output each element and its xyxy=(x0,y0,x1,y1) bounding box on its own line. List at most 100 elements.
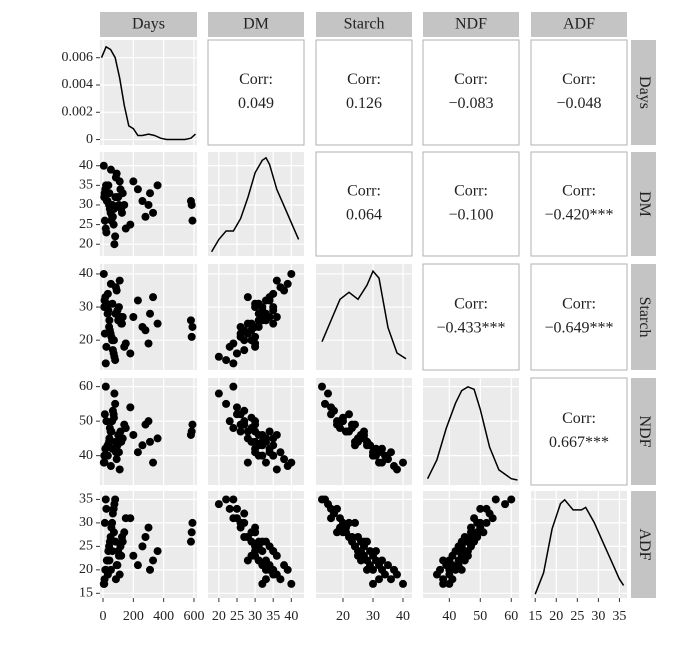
scatter-point xyxy=(345,518,353,527)
scatter-point xyxy=(336,424,344,433)
scatter-point xyxy=(117,434,126,443)
scatter-point xyxy=(507,495,516,504)
scatter-point xyxy=(188,420,197,429)
x-tick-label: 200 xyxy=(123,609,144,624)
scatter-point xyxy=(348,532,356,541)
scatter-point xyxy=(360,551,368,560)
scatter-point xyxy=(276,283,285,292)
scatter-point xyxy=(225,504,234,513)
correlation-title: Corr: xyxy=(454,296,488,313)
scatter-point xyxy=(269,441,278,450)
scatter-point xyxy=(214,500,223,509)
scatter-point xyxy=(222,399,231,408)
scatter-point xyxy=(265,427,274,436)
scatter-point xyxy=(109,336,118,345)
panel xyxy=(316,264,412,370)
row-strip-label: NDF xyxy=(636,415,653,447)
scatter-point xyxy=(229,359,238,368)
panel xyxy=(208,152,304,256)
scatter-point xyxy=(116,185,125,194)
scatter-point xyxy=(357,537,365,546)
scatter-point xyxy=(436,565,445,574)
scatter-point xyxy=(243,458,252,467)
scatter-point xyxy=(100,193,109,202)
scatter-point xyxy=(272,276,281,285)
correlation-value: −0.048 xyxy=(556,95,601,112)
x-tick-label: 25 xyxy=(230,609,244,624)
scatter-point xyxy=(251,417,260,426)
scatter-point xyxy=(473,532,482,541)
scatter-point xyxy=(110,352,119,361)
scatter-point xyxy=(153,319,162,328)
correlation-panel xyxy=(530,263,628,371)
correlation-title: Corr: xyxy=(562,296,596,313)
column-strip xyxy=(423,12,519,37)
scatter-point xyxy=(236,518,245,527)
scatter-point xyxy=(115,276,124,285)
scatter-point xyxy=(378,458,386,467)
panel-background xyxy=(208,264,304,370)
scatter-point xyxy=(108,509,117,518)
y-tick-label: 30 xyxy=(79,299,93,314)
scatter-point xyxy=(351,518,359,527)
scatter-point xyxy=(144,417,153,426)
scatter-point xyxy=(399,579,407,588)
column-strip xyxy=(208,12,304,37)
scatter-point xyxy=(112,455,121,464)
scatter-point xyxy=(381,570,389,579)
scatter-point xyxy=(243,556,252,565)
column-strip-label: DM xyxy=(243,16,269,33)
scatter-point xyxy=(258,451,267,460)
scatter-point xyxy=(318,382,326,391)
row-strip-label: Starch xyxy=(636,297,653,338)
scatter-point xyxy=(100,216,109,225)
scatter-point xyxy=(240,509,249,518)
scatter-point xyxy=(187,427,196,436)
scatter-point xyxy=(243,319,252,328)
scatter-point xyxy=(186,316,195,325)
scatter-point xyxy=(117,208,126,217)
scatter-point xyxy=(243,434,252,443)
panel xyxy=(100,40,197,145)
column-strip-label: Days xyxy=(132,16,165,33)
scatter-point xyxy=(448,561,457,570)
scatter-point xyxy=(283,279,292,288)
scatter-point xyxy=(126,220,135,229)
scatter-point xyxy=(236,410,245,419)
scatter-point xyxy=(243,293,252,302)
column-strip xyxy=(100,12,197,37)
density-curve xyxy=(426,385,518,481)
scatter-point xyxy=(265,296,274,305)
scatter-point xyxy=(287,579,296,588)
scatter-point xyxy=(146,309,155,318)
scatter-point xyxy=(188,216,197,225)
correlation-panel xyxy=(422,263,520,371)
scatter-point xyxy=(108,406,117,415)
scatter-point xyxy=(384,561,392,570)
scatter-point xyxy=(109,528,118,537)
correlation-title: Corr: xyxy=(454,183,488,200)
scatter-point xyxy=(375,448,383,457)
scatter-point xyxy=(232,403,241,412)
scatter-point xyxy=(254,316,263,325)
scatter-point xyxy=(357,430,365,439)
scatter-point xyxy=(149,208,158,217)
scatter-point xyxy=(144,339,153,348)
scatter-point xyxy=(146,189,155,198)
scatter-point xyxy=(111,437,120,446)
scatter-point xyxy=(114,303,123,312)
y-tick-label: 30 xyxy=(79,197,93,212)
scatter-point xyxy=(336,523,344,532)
scatter-point xyxy=(283,462,292,471)
scatter-point xyxy=(445,579,454,588)
scatter-point xyxy=(269,547,278,556)
y-tick-label: 15 xyxy=(79,586,93,601)
y-tick-label: 0.002 xyxy=(62,104,94,119)
scatter-point xyxy=(272,465,281,474)
scatter-point xyxy=(375,575,383,584)
scatter-point xyxy=(101,495,110,504)
correlation-title: Corr: xyxy=(562,183,596,200)
scatter-point xyxy=(269,570,278,579)
panel xyxy=(316,491,412,598)
